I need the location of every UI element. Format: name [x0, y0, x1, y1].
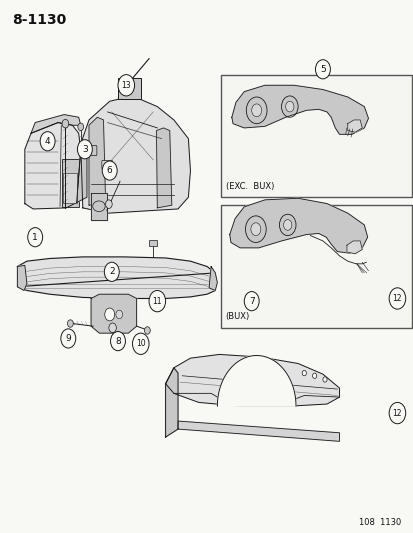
Text: 7: 7	[248, 297, 254, 305]
Circle shape	[77, 140, 92, 159]
Text: 2: 2	[109, 268, 114, 276]
Polygon shape	[178, 421, 339, 441]
Polygon shape	[17, 265, 27, 290]
Polygon shape	[347, 120, 361, 132]
Polygon shape	[156, 128, 171, 208]
Polygon shape	[89, 117, 105, 205]
Bar	[221, 205, 411, 328]
Text: 3: 3	[82, 145, 88, 154]
Circle shape	[312, 373, 316, 378]
Polygon shape	[346, 241, 361, 254]
Polygon shape	[25, 123, 81, 209]
Circle shape	[301, 370, 306, 376]
Text: 108  1130: 108 1130	[358, 518, 401, 527]
Circle shape	[149, 290, 165, 312]
Circle shape	[28, 228, 43, 247]
Polygon shape	[91, 294, 136, 333]
Circle shape	[104, 308, 114, 321]
Text: 10: 10	[135, 340, 145, 348]
Bar	[62, 159, 78, 207]
Polygon shape	[165, 368, 178, 437]
Polygon shape	[231, 85, 368, 134]
Polygon shape	[76, 144, 87, 203]
Text: 9: 9	[65, 334, 71, 343]
Polygon shape	[17, 257, 215, 298]
Circle shape	[251, 104, 261, 117]
Bar	[221, 75, 411, 197]
Text: (EXC.  BUX): (EXC. BUX)	[225, 182, 273, 191]
Text: 12: 12	[392, 409, 401, 417]
Text: (BUX): (BUX)	[225, 312, 249, 321]
Circle shape	[105, 200, 112, 208]
Text: 13: 13	[121, 81, 131, 90]
Circle shape	[102, 161, 117, 180]
Circle shape	[78, 123, 83, 131]
Polygon shape	[229, 198, 367, 253]
Circle shape	[388, 288, 405, 309]
Polygon shape	[217, 356, 295, 406]
Circle shape	[109, 323, 116, 333]
Circle shape	[40, 132, 55, 151]
Text: 12: 12	[392, 294, 401, 303]
Polygon shape	[81, 96, 190, 213]
Circle shape	[322, 377, 326, 382]
Circle shape	[67, 320, 73, 327]
Circle shape	[110, 332, 125, 351]
Text: 4: 4	[45, 137, 50, 146]
Text: 1: 1	[32, 233, 38, 241]
Bar	[63, 173, 76, 203]
Circle shape	[104, 262, 119, 281]
Text: 6: 6	[107, 166, 112, 175]
Circle shape	[285, 101, 293, 112]
Circle shape	[250, 223, 260, 236]
Polygon shape	[209, 266, 217, 290]
Circle shape	[388, 402, 405, 424]
Circle shape	[144, 327, 150, 334]
Polygon shape	[91, 193, 107, 220]
Bar	[118, 78, 140, 99]
Circle shape	[315, 60, 330, 79]
Circle shape	[61, 329, 76, 348]
FancyBboxPatch shape	[85, 146, 97, 156]
Polygon shape	[31, 115, 81, 133]
Text: 8-1130: 8-1130	[12, 13, 66, 27]
FancyBboxPatch shape	[102, 160, 112, 169]
Text: 5: 5	[319, 65, 325, 74]
Polygon shape	[165, 354, 339, 406]
Circle shape	[62, 119, 69, 128]
Text: 11: 11	[152, 297, 161, 305]
Circle shape	[132, 333, 149, 354]
Circle shape	[118, 75, 134, 96]
Circle shape	[116, 310, 122, 319]
Text: 8: 8	[115, 337, 121, 345]
Circle shape	[244, 292, 259, 311]
FancyBboxPatch shape	[149, 240, 157, 246]
Circle shape	[283, 220, 291, 230]
